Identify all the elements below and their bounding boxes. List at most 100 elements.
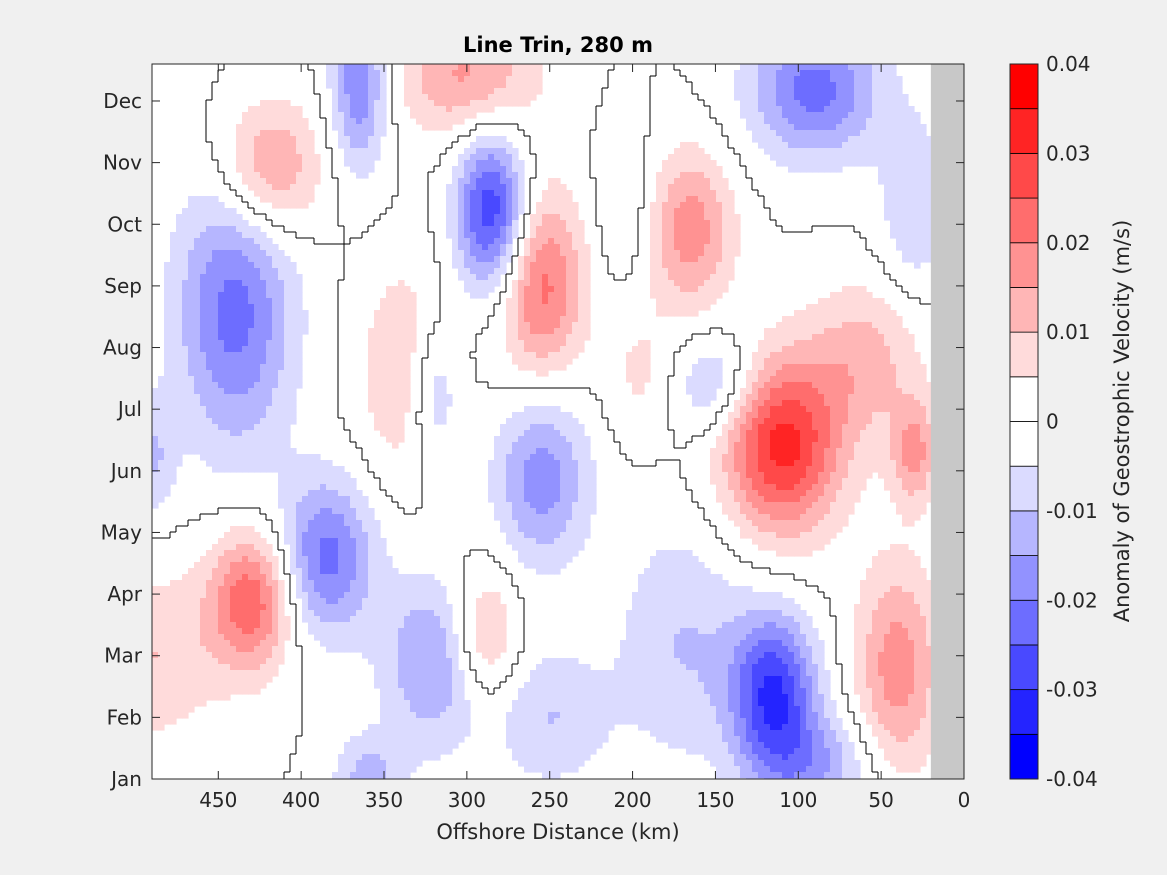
heatmap-cell	[404, 100, 411, 107]
heatmap-cell	[890, 88, 897, 95]
heatmap-cell	[818, 346, 825, 353]
heatmap-cell	[920, 388, 927, 395]
heatmap-cell	[800, 424, 807, 431]
heatmap-cell	[536, 502, 543, 509]
heatmap-cell	[518, 298, 525, 305]
heatmap-cell	[578, 238, 585, 245]
heatmap-cell	[224, 436, 231, 443]
heatmap-cell	[164, 442, 171, 449]
heatmap-cell	[290, 400, 297, 407]
heatmap-cell	[854, 76, 861, 83]
heatmap-cell	[572, 478, 579, 485]
heatmap-cell	[416, 106, 423, 113]
heatmap-cell	[176, 310, 183, 317]
heatmap-cell	[686, 262, 693, 269]
heatmap-cell	[848, 76, 855, 83]
heatmap-cell	[212, 232, 219, 239]
heatmap-cell	[218, 460, 225, 467]
heatmap-cell	[824, 130, 831, 137]
heatmap-cell	[176, 418, 183, 425]
heatmap-cell	[368, 346, 375, 353]
heatmap-cell	[782, 448, 789, 455]
heatmap-cell	[758, 94, 765, 101]
heatmap-cell	[746, 508, 753, 515]
heatmap-cell	[206, 394, 213, 401]
heatmap-cell	[782, 400, 789, 407]
heatmap-cell	[254, 394, 261, 401]
heatmap-cell	[518, 286, 525, 293]
heatmap-cell	[548, 286, 555, 293]
heatmap-cell	[254, 226, 261, 233]
heatmap-cell	[764, 100, 771, 107]
heatmap-cell	[884, 424, 891, 431]
heatmap-cell	[914, 436, 921, 443]
heatmap-cell	[218, 226, 225, 233]
heatmap-cell	[572, 484, 579, 491]
heatmap-cell	[356, 118, 363, 125]
heatmap-cell	[182, 358, 189, 365]
heatmap-cell	[308, 148, 315, 155]
heatmap-cell	[764, 418, 771, 425]
heatmap-cell	[692, 400, 699, 407]
heatmap-cell	[896, 328, 903, 335]
heatmap-cell	[482, 136, 489, 143]
heatmap-cell	[542, 406, 549, 413]
heatmap-cell	[392, 364, 399, 371]
heatmap-cell	[788, 496, 795, 503]
heatmap-cell	[290, 178, 297, 185]
heatmap-cell	[494, 82, 501, 89]
heatmap-cell	[698, 394, 705, 401]
heatmap-cell	[188, 250, 195, 257]
heatmap-cell	[854, 364, 861, 371]
heatmap-cell	[266, 130, 273, 137]
heatmap-cell	[560, 274, 567, 281]
heatmap-cell	[686, 274, 693, 281]
heatmap-cell	[764, 142, 771, 149]
heatmap-cell	[290, 184, 297, 191]
heatmap-cell	[824, 436, 831, 443]
heatmap-cell	[740, 394, 747, 401]
heatmap-cell	[830, 328, 837, 335]
heatmap-cell	[686, 250, 693, 257]
heatmap-cell	[170, 418, 177, 425]
heatmap-cell	[728, 262, 735, 269]
heatmap-cell	[344, 160, 351, 167]
heatmap-cell	[218, 292, 225, 299]
heatmap-cell	[446, 82, 453, 89]
heatmap-cell	[554, 262, 561, 269]
heatmap-cell	[656, 304, 663, 311]
heatmap-cell	[338, 142, 345, 149]
heatmap-cell	[212, 370, 219, 377]
heatmap-cell	[824, 310, 831, 317]
heatmap-cell	[506, 226, 513, 233]
heatmap-cell	[734, 226, 741, 233]
heatmap-cell	[524, 442, 531, 449]
heatmap-cell	[860, 88, 867, 95]
heatmap-cell	[692, 370, 699, 377]
heatmap-cell	[704, 364, 711, 371]
heatmap-cell	[248, 250, 255, 257]
heatmap-cell	[668, 274, 675, 281]
heatmap-cell	[560, 340, 567, 347]
heatmap-cell	[248, 112, 255, 119]
heatmap-cell	[362, 172, 369, 179]
heatmap-cell	[812, 418, 819, 425]
heatmap-cell	[710, 160, 717, 167]
heatmap-cell	[236, 274, 243, 281]
heatmap-cell	[734, 448, 741, 455]
heatmap-cell	[920, 148, 927, 155]
heatmap-cell	[698, 364, 705, 371]
heatmap-cell	[776, 394, 783, 401]
heatmap-cell	[902, 256, 909, 263]
heatmap-cell	[422, 100, 429, 107]
heatmap-cell	[422, 112, 429, 119]
heatmap-cell	[584, 280, 591, 287]
heatmap-cell	[578, 466, 585, 473]
heatmap-cell	[236, 244, 243, 251]
heatmap-cell	[770, 346, 777, 353]
heatmap-cell	[200, 430, 207, 437]
heatmap-cell	[542, 412, 549, 419]
heatmap-cell	[272, 112, 279, 119]
heatmap-cell	[860, 136, 867, 143]
heatmap-cell	[812, 142, 819, 149]
